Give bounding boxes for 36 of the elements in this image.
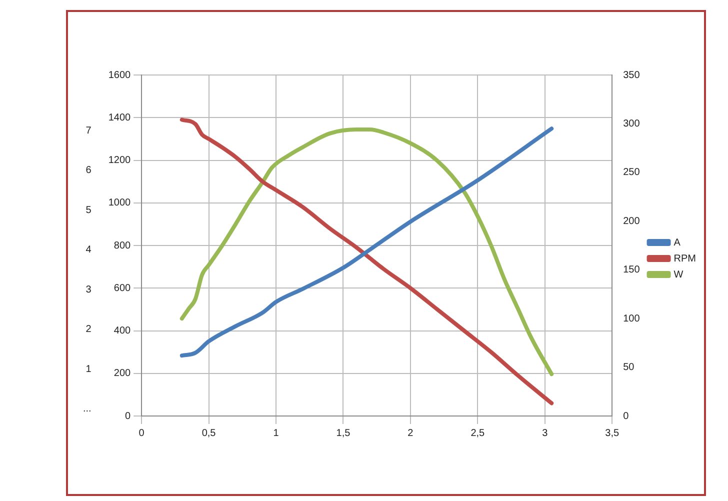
y3-tick-label: ... (82, 404, 92, 415)
y3-tick-label: 4 (86, 244, 92, 256)
y2-tick-label: 350 (623, 70, 640, 81)
legend-label: A (674, 237, 681, 248)
x-tick-label: 1,5 (336, 428, 351, 439)
y-tick-label: 1000 (108, 198, 132, 209)
x-tick-label: 1 (273, 428, 280, 439)
y2-tick-label: 150 (623, 264, 640, 276)
y-tick-label: 1400 (108, 112, 132, 124)
x-tick-label: 3,5 (605, 428, 620, 439)
y3-tick-label: 5 (86, 204, 92, 216)
y3-tick-label: 7 (86, 125, 92, 136)
y3-tick-label: 3 (86, 284, 92, 296)
y-tick-label: 800 (114, 240, 132, 252)
y-tick-label: 200 (114, 368, 132, 380)
y-tick-label: 600 (114, 282, 132, 294)
y3-tick-label: 6 (86, 165, 92, 176)
y3-tick-label: 1 (86, 364, 92, 375)
x-tick-label: 2,5 (470, 428, 486, 439)
y2-tick-label: 300 (623, 118, 640, 130)
x-tick-label: 2 (408, 428, 414, 439)
y-tick-label: 400 (114, 326, 132, 336)
y3-tick-label: 2 (86, 324, 92, 336)
y2-tick-label: 0 (623, 410, 630, 422)
x-tick-label: 0,5 (202, 428, 216, 439)
y-tick-label: 0 (125, 410, 132, 422)
y2-tick-label: 200 (623, 216, 640, 227)
y-tick-label: 1600 (108, 70, 132, 81)
y2-tick-label: 50 (623, 362, 635, 374)
legend-label: W (674, 269, 684, 280)
y2-tick-label: 250 (623, 167, 640, 178)
y-tick-label: 1200 (108, 155, 132, 166)
legend-label: RPM (674, 253, 696, 264)
x-tick-label: 3 (542, 428, 548, 439)
x-tick-label: 0 (138, 428, 145, 439)
y2-tick-label: 100 (623, 313, 640, 324)
